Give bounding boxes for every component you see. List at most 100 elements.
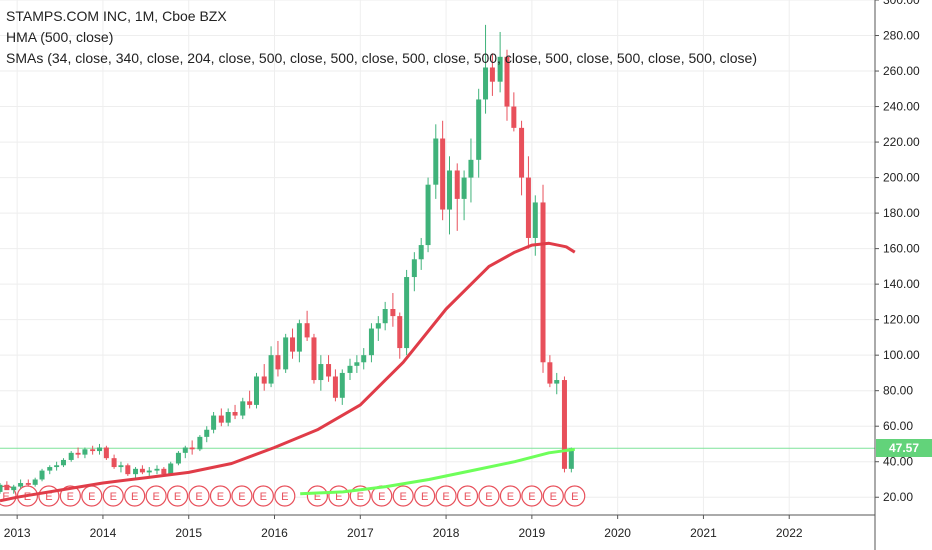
earnings-marker-label: E <box>174 491 181 503</box>
earnings-marker[interactable]: E <box>231 485 253 507</box>
earnings-marker-label: E <box>507 491 514 503</box>
y-tick-label: 220.00 <box>883 135 920 149</box>
candle-body <box>519 127 525 178</box>
candle-body <box>18 483 24 487</box>
candle-body <box>39 470 45 480</box>
indicator-lines <box>0 241 576 503</box>
earnings-marker-label: E <box>442 491 449 503</box>
candle-body <box>404 277 410 349</box>
earnings-marker-label: E <box>67 491 74 503</box>
x-tick-label: 2013 <box>4 526 31 540</box>
x-tick-label: 2022 <box>776 526 803 540</box>
earnings-marker[interactable]: E <box>38 485 60 507</box>
x-tick-label: 2014 <box>90 526 117 540</box>
candle-body <box>339 372 345 398</box>
candle-body <box>497 56 503 82</box>
earnings-marker[interactable]: E <box>59 485 81 507</box>
candle-body <box>425 184 431 246</box>
y-tick-label: 80.00 <box>883 384 913 398</box>
candle-body <box>311 337 317 381</box>
earnings-marker[interactable]: E <box>81 485 103 507</box>
candle-body <box>182 447 188 453</box>
y-tick-label: 180.00 <box>883 206 920 220</box>
candle-body <box>318 364 324 381</box>
earnings-marker-label: E <box>2 491 9 503</box>
candle-body <box>433 138 439 185</box>
x-tick-label: 2016 <box>261 526 288 540</box>
candle-body <box>468 159 474 178</box>
earnings-marker[interactable]: E <box>564 485 586 507</box>
earnings-marker[interactable]: E <box>209 485 232 507</box>
x-tick-label: 2021 <box>690 526 717 540</box>
candle-body <box>461 177 467 199</box>
candle-body <box>133 468 139 475</box>
candle-body <box>283 337 289 370</box>
candle-body <box>68 452 74 460</box>
candle-body <box>54 465 60 468</box>
earnings-marker[interactable]: E <box>392 485 414 507</box>
earnings-marker[interactable]: E <box>435 485 457 507</box>
earnings-marker[interactable]: E <box>456 485 479 507</box>
earnings-marker-label: E <box>421 491 428 503</box>
earnings-marker[interactable]: E <box>414 485 436 507</box>
sma-line <box>0 241 576 503</box>
earnings-marker[interactable]: E <box>145 485 167 507</box>
candle-body <box>418 245 424 260</box>
chart-legend: STAMPS.COM INC, 1M, Cboe BZX HMA (500, c… <box>6 6 757 69</box>
earnings-marker[interactable]: E <box>306 485 329 507</box>
candle-body <box>75 452 81 455</box>
candle-body <box>540 202 546 363</box>
earnings-marker[interactable]: E <box>478 485 500 507</box>
candle-body <box>204 429 210 437</box>
earnings-marker-label: E <box>152 491 159 503</box>
candle-body <box>476 99 482 160</box>
y-tick-label: 40.00 <box>883 455 913 469</box>
earnings-marker[interactable]: E <box>521 485 543 507</box>
candle-body <box>547 362 553 384</box>
candle-body <box>139 468 145 473</box>
earnings-marker[interactable]: E <box>542 485 564 507</box>
candle-body <box>97 447 103 452</box>
earnings-marker-label: E <box>238 491 245 503</box>
x-tick-label: 2017 <box>347 526 374 540</box>
candle-body <box>103 447 109 459</box>
candle-body <box>483 67 489 100</box>
candle-body <box>368 328 374 356</box>
earnings-marker[interactable]: E <box>124 485 146 507</box>
candle-body <box>568 448 574 469</box>
candle-body <box>189 447 195 450</box>
last-price-label: 47.57 <box>876 439 932 458</box>
grid <box>0 0 875 515</box>
candle-body <box>253 376 259 405</box>
y-tick-label: 260.00 <box>883 64 920 78</box>
candle-body <box>504 56 510 107</box>
earnings-marker-label: E <box>378 491 385 503</box>
earnings-marker[interactable]: E <box>252 485 274 507</box>
hma-line <box>300 447 576 496</box>
earnings-marker[interactable]: E <box>166 485 189 507</box>
candle-body <box>447 170 453 210</box>
candle-body <box>168 463 174 475</box>
earnings-marker-label: E <box>571 491 578 503</box>
earnings-marker-label: E <box>464 491 471 503</box>
candle-body <box>440 138 446 210</box>
candle-body <box>90 449 96 452</box>
earnings-marker[interactable]: E <box>274 485 296 507</box>
earnings-marker[interactable]: E <box>102 485 124 507</box>
x-tick-label: 2015 <box>175 526 202 540</box>
earnings-marker[interactable]: E <box>499 485 522 507</box>
candle-body <box>268 355 274 384</box>
y-tick-label: 60.00 <box>883 419 913 433</box>
y-tick-label: 140.00 <box>883 277 920 291</box>
earnings-marker[interactable]: E <box>188 485 210 507</box>
y-tick-label: 120.00 <box>883 313 920 327</box>
earnings-marker[interactable]: E <box>328 485 350 507</box>
candle-body <box>397 316 403 349</box>
candle-body <box>197 436 203 450</box>
indicator-smas-label: SMAs (34, close, 340, close, 204, close,… <box>6 50 757 66</box>
candle-body <box>354 362 360 366</box>
y-tick-label: 20.00 <box>883 490 913 504</box>
candle-body <box>326 364 332 377</box>
candle-body <box>232 412 238 416</box>
